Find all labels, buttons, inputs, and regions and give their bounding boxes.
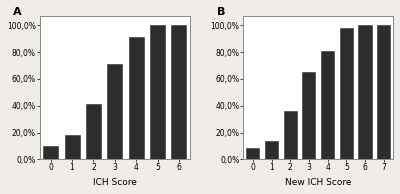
Bar: [64, 135, 80, 159]
Bar: [172, 25, 186, 159]
Bar: [302, 72, 316, 159]
Bar: [129, 37, 144, 159]
Bar: [284, 111, 297, 159]
X-axis label: New ICH Score: New ICH Score: [285, 178, 352, 187]
Bar: [377, 25, 390, 159]
Bar: [150, 25, 165, 159]
X-axis label: ICH Score: ICH Score: [93, 178, 137, 187]
Bar: [321, 51, 334, 159]
Bar: [358, 25, 372, 159]
Bar: [246, 148, 259, 159]
Text: A: A: [13, 7, 22, 17]
Bar: [107, 64, 122, 159]
Text: B: B: [216, 7, 225, 17]
Bar: [265, 141, 278, 159]
Bar: [43, 146, 58, 159]
Bar: [86, 104, 101, 159]
Bar: [340, 28, 353, 159]
